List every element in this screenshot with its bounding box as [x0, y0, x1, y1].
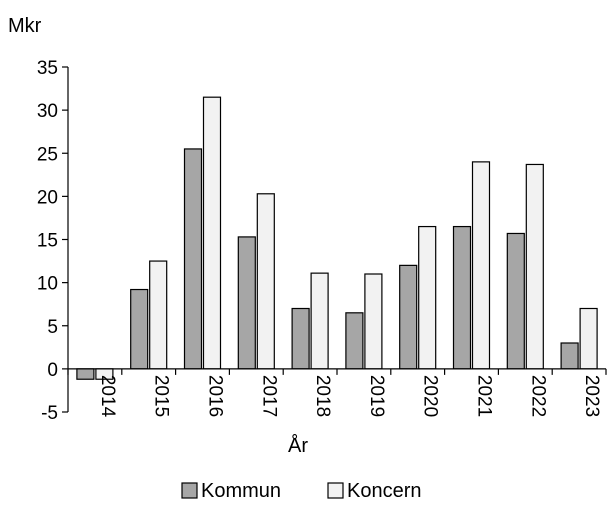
- bar-kommun-2017: [237, 236, 256, 370]
- x-tick-label: 2021: [474, 375, 495, 417]
- x-tick-label: 2015: [151, 375, 172, 417]
- bar-kommun-2018: [291, 307, 310, 370]
- x-tick-label: 2023: [581, 375, 602, 417]
- bar-kommun-2020: [399, 264, 418, 370]
- legend-label-kommun: Kommun: [201, 480, 281, 502]
- bar-kommun-2015: [130, 288, 149, 370]
- x-tick-label: 2014: [97, 375, 118, 418]
- y-tick-label: -5: [41, 403, 58, 424]
- x-tick-label: 2018: [312, 375, 333, 417]
- legend-label-koncern: Koncern: [347, 480, 422, 502]
- legend-swatch-kommun: [181, 482, 198, 499]
- y-tick-label: 0: [47, 360, 58, 381]
- bars: [76, 96, 598, 380]
- y-tick-label: 5: [47, 317, 58, 338]
- y-tick-label: 25: [37, 144, 58, 165]
- x-tick-label: 2019: [366, 375, 387, 417]
- y-axis: -5 0 5 10 15 20 25 30 35: [37, 58, 69, 424]
- bar-koncern-2021: [471, 161, 491, 370]
- bar-koncern-2017: [256, 193, 275, 370]
- bar-kommun-2023: [560, 342, 579, 370]
- legend: Kommun Koncern: [181, 480, 422, 502]
- bar-koncern-2022: [525, 163, 544, 370]
- x-axis: 2014 2015 2016 2017 2018 2019 2020 2021 2022 2023: [67, 368, 607, 418]
- y-tick-label: 15: [37, 231, 58, 252]
- bar-koncern-2023: [579, 307, 598, 370]
- y-tick-label: 10: [37, 274, 58, 295]
- x-tick-label: 2016: [205, 375, 226, 417]
- y-tick-label: 30: [37, 101, 58, 122]
- x-tick-label: 2020: [420, 375, 441, 417]
- bar-koncern-2020: [418, 225, 437, 370]
- bar-koncern-2015: [149, 260, 168, 370]
- bar-kommun-2021: [452, 225, 472, 370]
- bar-koncern-2016: [202, 96, 222, 370]
- y-axis-title: Mkr: [8, 15, 42, 37]
- x-axis-title: År: [288, 434, 308, 457]
- x-tick-label: 2022: [527, 375, 548, 417]
- bar-kommun-2014: [76, 368, 95, 380]
- bar-kommun-2022: [506, 232, 525, 370]
- bar-koncern-2019: [364, 273, 383, 370]
- legend-swatch-koncern: [327, 482, 344, 499]
- bar-koncern-2018: [310, 272, 329, 370]
- y-tick-label: 35: [37, 58, 58, 79]
- bar-kommun-2019: [345, 312, 364, 370]
- bar-kommun-2016: [183, 148, 203, 370]
- x-tick-label: 2017: [258, 375, 279, 417]
- y-tick-label: 20: [37, 187, 58, 208]
